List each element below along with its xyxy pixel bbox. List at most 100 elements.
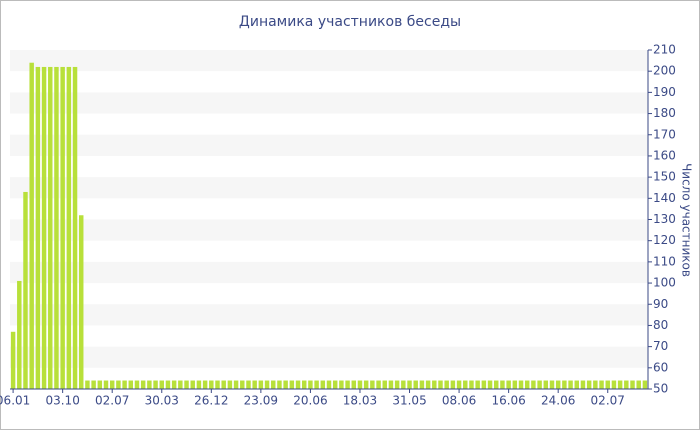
bar bbox=[494, 380, 499, 389]
y-tick-label: 200 bbox=[653, 64, 676, 78]
bar bbox=[103, 380, 109, 389]
y-tick-label: 120 bbox=[653, 233, 676, 247]
bar bbox=[345, 380, 350, 389]
bar bbox=[549, 380, 555, 389]
y-tick-label: 130 bbox=[653, 212, 676, 226]
bar bbox=[23, 191, 28, 389]
bar bbox=[475, 380, 480, 389]
bar bbox=[537, 380, 542, 389]
x-tick-label: 20.06 bbox=[293, 394, 327, 408]
bar bbox=[147, 380, 152, 389]
bar bbox=[79, 215, 84, 389]
bar bbox=[109, 380, 115, 389]
bar bbox=[320, 380, 326, 389]
y-tick-label: 50 bbox=[653, 382, 668, 396]
x-tick-label: 24.06 bbox=[541, 394, 575, 408]
bar bbox=[264, 380, 270, 389]
chart-title: Динамика участников беседы bbox=[239, 14, 461, 30]
bar bbox=[636, 380, 641, 389]
bar bbox=[314, 380, 319, 389]
bar bbox=[122, 380, 127, 389]
bar bbox=[17, 280, 22, 389]
bar bbox=[116, 380, 121, 389]
bar bbox=[481, 380, 487, 389]
bar bbox=[48, 66, 53, 389]
bar bbox=[289, 380, 295, 389]
x-tick-label: 16.06 bbox=[491, 394, 525, 408]
bar bbox=[376, 380, 381, 389]
bar bbox=[518, 380, 524, 389]
bar bbox=[469, 380, 474, 389]
bar bbox=[227, 380, 233, 389]
bar bbox=[159, 380, 164, 389]
bar bbox=[574, 380, 579, 389]
bar bbox=[283, 380, 288, 389]
bar bbox=[413, 380, 418, 389]
bar bbox=[72, 66, 78, 389]
y-tick-label: 190 bbox=[653, 85, 676, 99]
grid-band bbox=[10, 346, 648, 368]
bar bbox=[252, 380, 257, 389]
bar bbox=[246, 380, 251, 389]
bar bbox=[91, 380, 96, 389]
bar bbox=[134, 380, 140, 389]
bar bbox=[215, 380, 220, 389]
bar bbox=[555, 380, 561, 389]
grid-band bbox=[10, 219, 648, 241]
bar bbox=[580, 380, 586, 389]
y-tick-label: 180 bbox=[653, 106, 676, 120]
y-tick-label: 210 bbox=[653, 43, 676, 57]
bar bbox=[586, 380, 592, 389]
bar bbox=[543, 380, 549, 389]
bar bbox=[178, 380, 183, 389]
bar bbox=[140, 380, 146, 389]
bar bbox=[419, 380, 425, 389]
bar bbox=[35, 66, 41, 389]
bar bbox=[363, 380, 369, 389]
bar bbox=[531, 380, 536, 389]
bar bbox=[190, 380, 195, 389]
bar bbox=[450, 380, 456, 389]
bar bbox=[295, 380, 301, 389]
bar bbox=[326, 380, 332, 389]
y-tick-label: 100 bbox=[653, 276, 676, 290]
bar bbox=[153, 380, 158, 389]
bar bbox=[165, 380, 171, 389]
bar bbox=[512, 380, 518, 389]
bar bbox=[97, 380, 103, 389]
bar bbox=[258, 380, 264, 389]
bar bbox=[233, 380, 239, 389]
bar bbox=[630, 380, 635, 389]
grid-band bbox=[10, 304, 648, 326]
y-tick-label: 80 bbox=[653, 318, 668, 332]
bar bbox=[128, 380, 134, 389]
bar bbox=[624, 380, 629, 389]
x-tick-label: 23.09 bbox=[244, 394, 278, 408]
bar bbox=[407, 380, 412, 389]
bar bbox=[54, 66, 59, 389]
bar bbox=[617, 380, 623, 389]
y-tick-label: 160 bbox=[653, 148, 676, 162]
grid-band bbox=[10, 261, 648, 284]
x-tick-label: 30.03 bbox=[145, 394, 179, 408]
bar bbox=[444, 380, 449, 389]
bar bbox=[209, 380, 214, 389]
bar bbox=[171, 380, 177, 389]
bar bbox=[277, 380, 282, 389]
bar bbox=[357, 380, 363, 389]
bar bbox=[351, 380, 357, 389]
bar bbox=[85, 380, 90, 389]
bar bbox=[308, 380, 313, 389]
y-tick-label: 170 bbox=[653, 127, 676, 141]
bar bbox=[562, 380, 567, 389]
bar bbox=[196, 380, 202, 389]
bar bbox=[271, 380, 276, 389]
y-tick-label: 90 bbox=[653, 297, 668, 311]
bar bbox=[332, 380, 338, 389]
grid-band bbox=[10, 134, 648, 156]
bar bbox=[432, 380, 437, 389]
bar bbox=[370, 380, 375, 389]
y-tick-label: 140 bbox=[653, 191, 676, 205]
bar bbox=[339, 380, 344, 389]
